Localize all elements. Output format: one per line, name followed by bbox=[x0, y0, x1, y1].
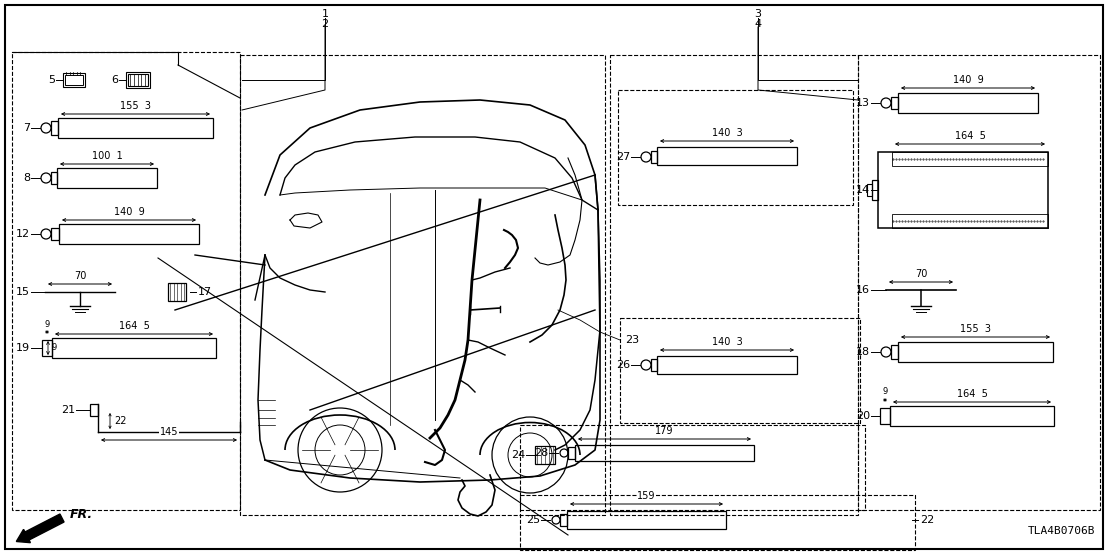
Bar bbox=[52, 338, 216, 358]
Text: 4: 4 bbox=[755, 19, 761, 29]
Bar bbox=[897, 342, 1053, 362]
Text: 145: 145 bbox=[160, 427, 178, 437]
Text: 179: 179 bbox=[655, 426, 674, 436]
Text: 5: 5 bbox=[48, 75, 55, 85]
Text: 28: 28 bbox=[534, 448, 548, 458]
Text: 15: 15 bbox=[16, 287, 30, 297]
Text: 23: 23 bbox=[625, 335, 639, 345]
Text: 22: 22 bbox=[114, 416, 126, 426]
Text: 159: 159 bbox=[637, 491, 656, 501]
Bar bbox=[126, 72, 150, 88]
Text: FR.: FR. bbox=[70, 507, 93, 521]
Bar bbox=[535, 446, 555, 464]
Bar bbox=[891, 97, 897, 109]
Text: 22: 22 bbox=[920, 515, 934, 525]
Bar bbox=[568, 447, 575, 459]
Text: TLA4B0706B: TLA4B0706B bbox=[1027, 526, 1095, 536]
Bar bbox=[90, 404, 98, 416]
Text: 140  9: 140 9 bbox=[953, 75, 984, 85]
Text: 140  9: 140 9 bbox=[114, 207, 144, 217]
Text: 164  5: 164 5 bbox=[119, 321, 150, 331]
Text: 20: 20 bbox=[855, 411, 870, 421]
Bar bbox=[652, 151, 657, 163]
Text: 9: 9 bbox=[44, 320, 50, 329]
Text: 26: 26 bbox=[616, 360, 630, 370]
Text: 8: 8 bbox=[23, 173, 30, 183]
Bar bbox=[891, 345, 897, 359]
Bar bbox=[620, 318, 860, 423]
Bar bbox=[63, 73, 85, 87]
Bar bbox=[878, 152, 1048, 228]
Text: 13: 13 bbox=[856, 98, 870, 108]
Bar bbox=[892, 152, 1048, 166]
Bar bbox=[520, 495, 915, 550]
FancyArrow shape bbox=[17, 514, 64, 543]
Text: 2: 2 bbox=[321, 19, 329, 29]
Text: 164  5: 164 5 bbox=[956, 389, 987, 399]
Text: 19: 19 bbox=[16, 343, 30, 353]
Bar bbox=[129, 74, 148, 86]
Bar bbox=[51, 228, 59, 240]
Text: 3: 3 bbox=[755, 9, 761, 19]
Bar bbox=[657, 147, 797, 165]
Text: 16: 16 bbox=[856, 285, 870, 295]
Text: 14: 14 bbox=[855, 185, 870, 195]
Text: 25: 25 bbox=[526, 515, 540, 525]
Bar bbox=[240, 55, 605, 515]
Text: 7: 7 bbox=[23, 123, 30, 133]
Text: 155  3: 155 3 bbox=[960, 324, 991, 334]
Bar bbox=[611, 55, 858, 515]
Bar bbox=[520, 425, 865, 510]
Bar bbox=[657, 356, 797, 374]
Bar bbox=[42, 340, 52, 356]
Bar bbox=[567, 511, 726, 529]
Bar bbox=[858, 55, 1100, 510]
Bar bbox=[866, 184, 872, 196]
Text: 6: 6 bbox=[111, 75, 117, 85]
Text: 70: 70 bbox=[74, 271, 86, 281]
Bar bbox=[58, 118, 213, 138]
Bar bbox=[12, 52, 240, 510]
Text: 155  3: 155 3 bbox=[120, 101, 151, 111]
Text: 1: 1 bbox=[321, 9, 328, 19]
Bar bbox=[57, 168, 157, 188]
Text: 100  1: 100 1 bbox=[92, 151, 122, 161]
Text: 27: 27 bbox=[616, 152, 630, 162]
Bar bbox=[618, 90, 853, 205]
Text: 12: 12 bbox=[16, 229, 30, 239]
Text: 24: 24 bbox=[511, 450, 525, 460]
Bar bbox=[65, 75, 83, 85]
Text: 140  3: 140 3 bbox=[711, 128, 742, 138]
Bar bbox=[880, 408, 890, 424]
Bar bbox=[51, 172, 57, 184]
Bar bbox=[652, 359, 657, 371]
Bar bbox=[168, 283, 186, 301]
Text: 140  3: 140 3 bbox=[711, 337, 742, 347]
Text: 21: 21 bbox=[61, 405, 75, 415]
Text: 70: 70 bbox=[915, 269, 927, 279]
Bar bbox=[897, 93, 1038, 113]
Bar bbox=[890, 406, 1054, 426]
Bar bbox=[560, 514, 567, 526]
Bar bbox=[59, 224, 199, 244]
Bar bbox=[872, 180, 878, 200]
Text: 18: 18 bbox=[855, 347, 870, 357]
Text: 9: 9 bbox=[51, 343, 57, 352]
Bar bbox=[51, 121, 58, 135]
Text: 164  5: 164 5 bbox=[955, 131, 985, 141]
Bar bbox=[575, 445, 755, 461]
Bar bbox=[892, 214, 1048, 228]
Text: 9: 9 bbox=[882, 387, 888, 396]
Text: 17: 17 bbox=[198, 287, 212, 297]
